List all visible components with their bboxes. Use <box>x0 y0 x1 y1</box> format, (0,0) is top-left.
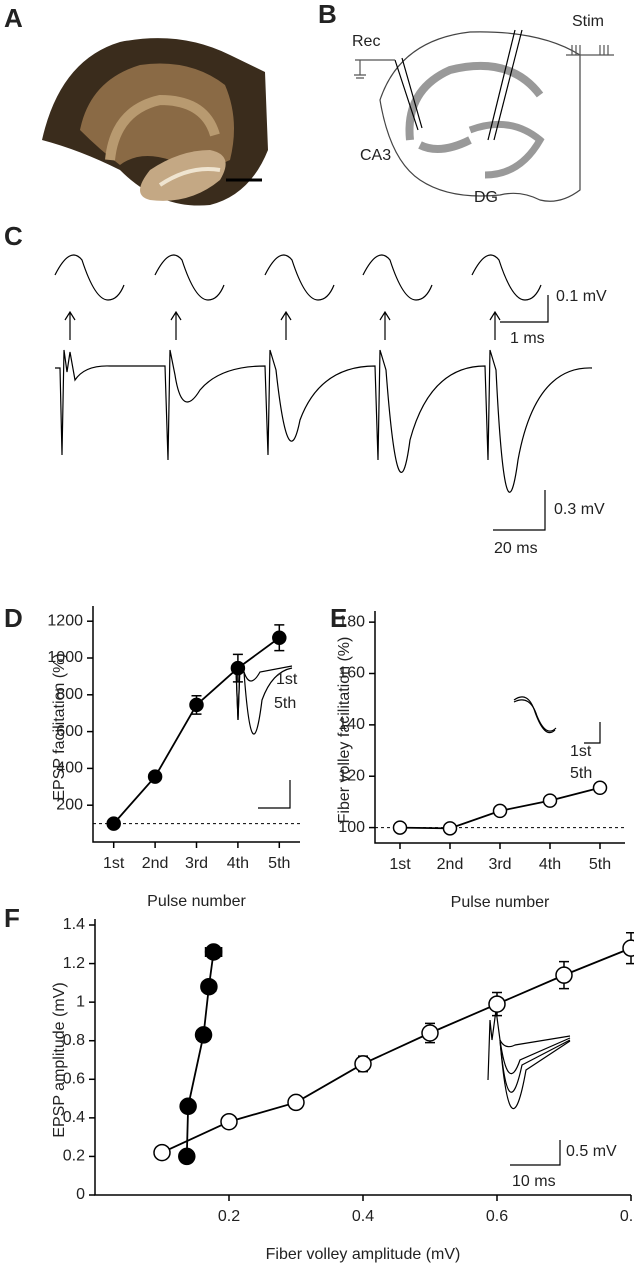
scale-label: 1 ms <box>510 330 545 347</box>
x-tick-label: 0.6 <box>486 1208 508 1225</box>
point <box>194 1026 213 1044</box>
panel-label: A <box>4 3 23 33</box>
x-tick-label: 1st <box>103 855 125 872</box>
label-stim: Stim <box>572 13 604 30</box>
y-tick-label: 180 <box>338 613 365 630</box>
y-tick-label: 0.6 <box>63 1071 85 1088</box>
x-tick-label: 2nd <box>142 855 169 872</box>
panel-label: E <box>330 603 347 633</box>
point <box>106 816 121 831</box>
point <box>147 769 163 784</box>
x-tick-label: 3rd <box>185 855 208 872</box>
y-tick-label: 1 <box>76 993 85 1010</box>
label-dg: DG <box>474 189 498 206</box>
x-tick-label: 5th <box>268 855 290 872</box>
label-rec: Rec <box>352 33 380 50</box>
x-tick-label: 4th <box>539 856 561 873</box>
scale-label: 0.1 mV <box>556 288 607 305</box>
traces <box>54 254 593 531</box>
point <box>555 966 573 984</box>
y-tick-label: 400 <box>56 760 83 777</box>
point <box>220 1112 238 1131</box>
scale-label: 0.3 mV <box>554 501 605 518</box>
schematic <box>354 29 614 202</box>
annotation: 5th <box>274 695 296 712</box>
y-tick-label: 1200 <box>47 612 83 629</box>
point <box>200 977 218 996</box>
point <box>230 660 246 676</box>
series-line <box>161 947 632 1154</box>
y-tick-label: 200 <box>56 796 83 813</box>
x-tick-label: 5th <box>589 856 611 873</box>
annotation: 0.5 mV <box>566 1143 617 1160</box>
y-tick-label: 800 <box>56 686 83 703</box>
point <box>542 793 558 808</box>
y-axis-label: EPSP facilitation (%) <box>51 653 68 800</box>
x-axis-label: Fiber volley amplitude (mV) <box>266 1246 461 1263</box>
y-tick-label: 1.4 <box>63 916 85 933</box>
label-ca3: CA3 <box>360 147 391 164</box>
axis <box>92 606 300 843</box>
point <box>272 630 287 646</box>
x-tick-label: 2nd <box>437 856 464 873</box>
panel-label: C <box>4 221 23 251</box>
point <box>622 939 634 957</box>
point <box>287 1093 305 1112</box>
point <box>488 995 506 1013</box>
axis <box>374 611 625 844</box>
point <box>204 943 223 961</box>
x-tick-label: 0.4 <box>352 1208 374 1225</box>
annotation: 10 ms <box>512 1173 556 1190</box>
point <box>421 1024 439 1042</box>
annotation: 5th <box>570 765 592 782</box>
series-line <box>113 637 280 825</box>
y-tick-label: 0 <box>76 1186 85 1203</box>
scale-label: 20 ms <box>494 540 538 557</box>
annotation: 1st <box>570 743 592 760</box>
x-tick-label: 3rd <box>488 856 511 873</box>
x-axis-label: Pulse number <box>147 893 246 910</box>
y-tick-label: 1.2 <box>63 955 85 972</box>
point <box>592 780 608 796</box>
point <box>153 1143 171 1162</box>
y-tick-label: 100 <box>338 819 365 836</box>
y-tick-label: 0.4 <box>63 1109 85 1126</box>
x-tick-label: 4th <box>227 855 249 872</box>
y-axis-label: EPSP amplitude (mV) <box>51 982 68 1137</box>
point <box>442 821 458 836</box>
y-axis-label: Fiber volley facilitation (%) <box>336 637 353 824</box>
y-tick-label: 120 <box>338 767 365 784</box>
x-axis-label: Pulse number <box>451 894 550 911</box>
panel-label: D <box>4 603 23 633</box>
panel-label: F <box>4 903 20 933</box>
y-tick-label: 140 <box>338 716 365 733</box>
point <box>354 1055 372 1073</box>
y-tick-label: 600 <box>56 723 83 740</box>
point <box>179 1097 197 1116</box>
x-tick-label: 0.2 <box>218 1208 240 1225</box>
point <box>189 697 204 713</box>
point <box>178 1147 196 1166</box>
slice-photo <box>42 38 268 206</box>
point <box>492 803 508 819</box>
y-tick-label: 0.2 <box>63 1148 85 1165</box>
point <box>392 820 408 835</box>
panel-label: B <box>318 0 337 29</box>
inset-traces <box>235 662 601 1166</box>
x-tick-label: 0.8 <box>620 1208 634 1225</box>
annotation: 1st <box>276 671 298 688</box>
y-tick-label: 160 <box>338 665 365 682</box>
y-tick-label: 1000 <box>47 649 83 666</box>
x-tick-label: 1st <box>389 856 411 873</box>
y-tick-label: 0.8 <box>63 1032 85 1049</box>
